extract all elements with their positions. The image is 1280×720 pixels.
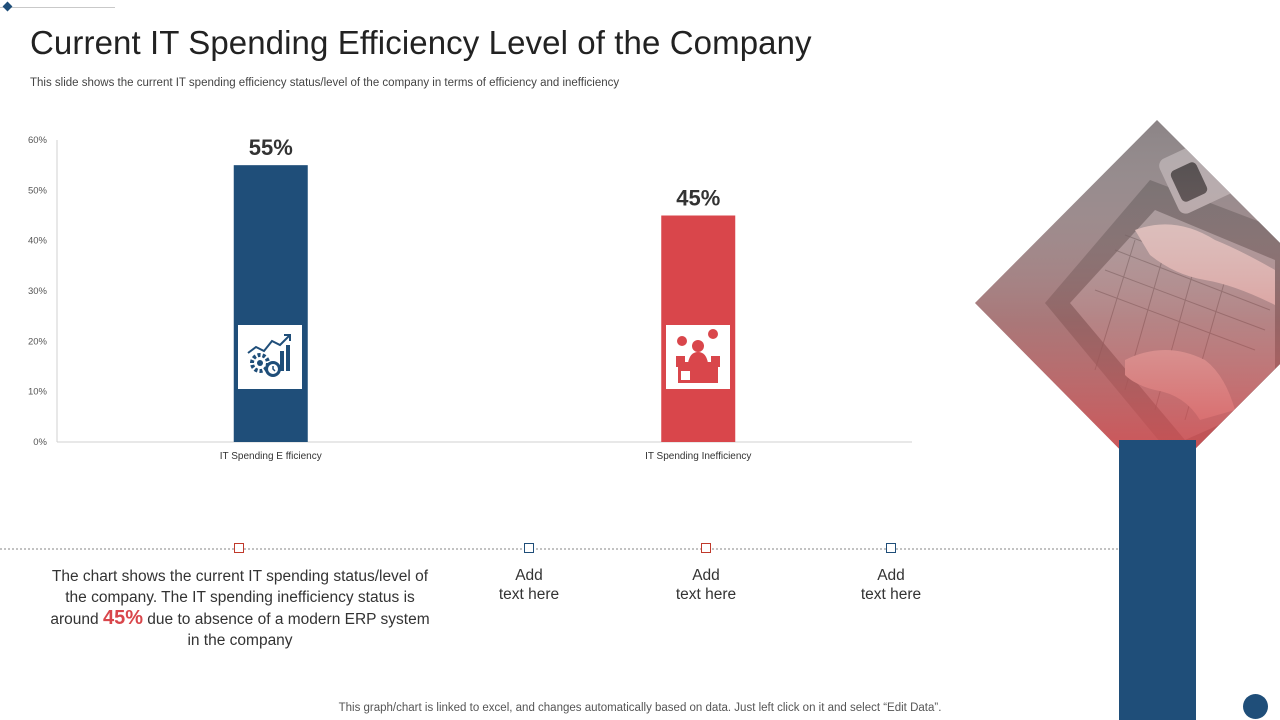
page-title: Current IT Spending Efficiency Level of …: [30, 24, 812, 61]
y-tick-label: 50%: [28, 185, 48, 196]
top-diamond-icon: [2, 1, 13, 12]
page-subtitle: This slide shows the current IT spending…: [30, 77, 620, 89]
data-label: 55%: [249, 135, 293, 160]
x-tick-label: IT Spending Inefficiency: [645, 451, 751, 462]
bar-chart[interactable]: 0% 10% 20% 30% 40% 50% 60% 55% IT Spending E ffi…: [0, 120, 930, 470]
y-tick-label: 20%: [28, 336, 48, 347]
stressed-worker-icon: [666, 325, 730, 389]
laptop-photo-image: [975, 120, 1280, 487]
y-tick-label: 40%: [28, 236, 48, 247]
description-text-end: due to absence of a modern ERP system in…: [147, 611, 430, 649]
footer-note: This graph/chart is linked to excel, and…: [338, 702, 942, 714]
timeline-marker-3: [701, 543, 711, 553]
y-tick-label: 60%: [28, 135, 48, 146]
add-text-placeholder-3[interactable]: Add text here: [860, 567, 922, 603]
y-tick-label: 10%: [28, 387, 48, 398]
description-highlight: 45%: [102, 607, 143, 629]
x-tick-label: IT Spending E fficiency: [220, 451, 322, 462]
description-text: The chart shows the current IT spending …: [50, 568, 429, 628]
dotted-divider: [0, 548, 1118, 550]
growth-gears-icon: [238, 325, 302, 389]
timeline-marker-1: [234, 543, 244, 553]
y-tick-label: 0%: [33, 437, 47, 448]
timeline-marker-4: [886, 543, 896, 553]
chart-description: The chart shows the current IT spending …: [50, 566, 430, 651]
bar: [233, 165, 308, 442]
add-text-placeholder-2[interactable]: Add text here: [675, 567, 737, 603]
y-tick-label: 30%: [28, 286, 48, 297]
corner-circle-decoration: [1243, 694, 1268, 719]
timeline-marker-2: [524, 543, 534, 553]
data-label: 45%: [676, 186, 720, 211]
top-accent-line: [0, 7, 115, 8]
blue-pillar-decoration: [1119, 440, 1196, 720]
add-text-placeholder-1[interactable]: Add text here: [498, 567, 560, 603]
